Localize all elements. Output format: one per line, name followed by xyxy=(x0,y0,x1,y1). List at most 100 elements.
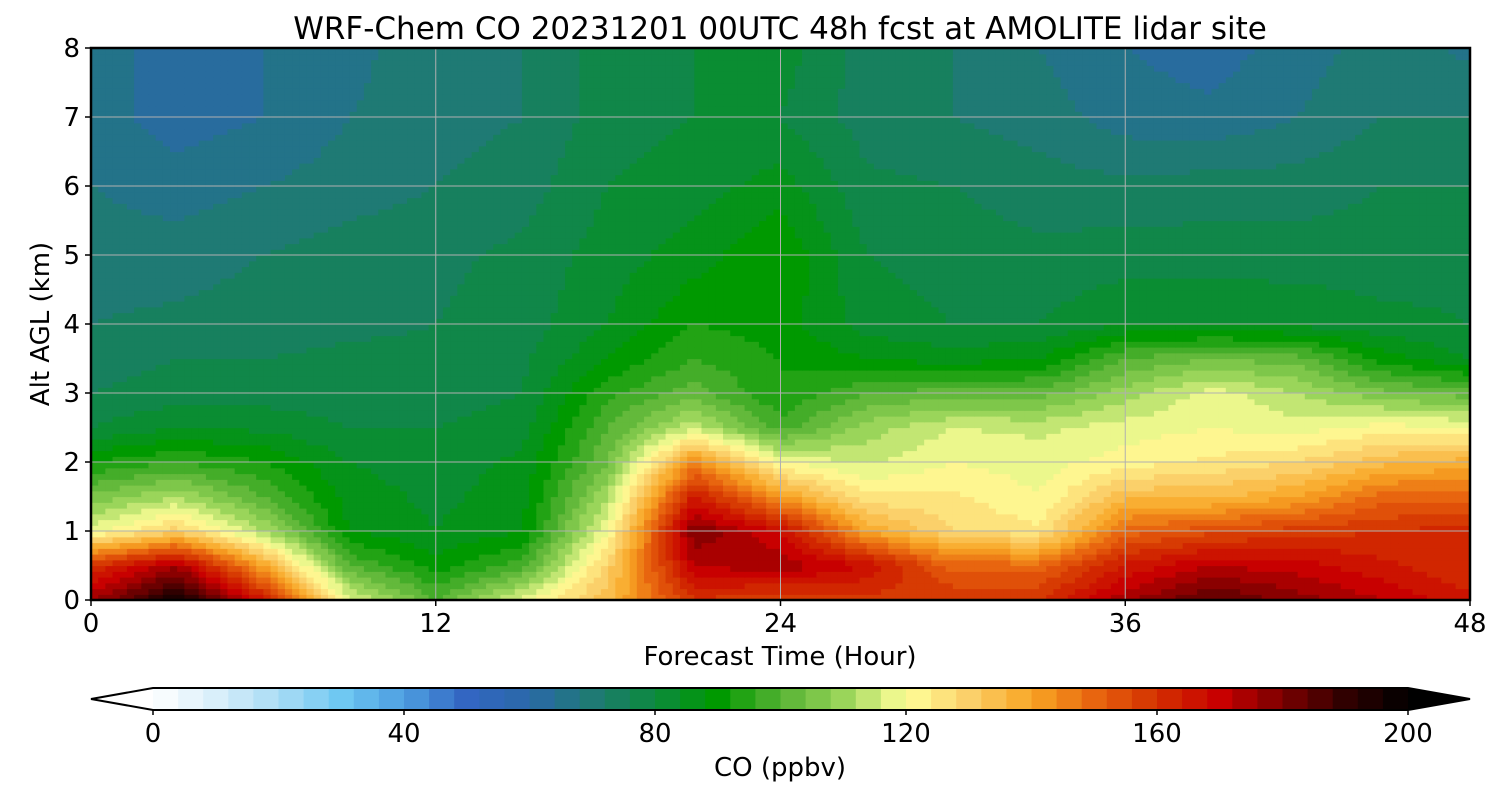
contour-cell xyxy=(679,473,688,480)
contour-cell xyxy=(227,525,236,532)
contour-cell xyxy=(766,571,774,578)
contour-cell xyxy=(1405,490,1414,498)
contour-cell xyxy=(1139,565,1148,572)
contour-cell xyxy=(557,485,566,492)
contour-cell xyxy=(758,594,767,600)
contour-cell xyxy=(1182,450,1191,457)
contour-cell xyxy=(1010,588,1019,595)
contour-cell xyxy=(256,485,264,492)
contour-cell xyxy=(1211,559,1220,567)
contour-cell xyxy=(679,496,688,503)
contour-cell xyxy=(141,502,150,509)
contour-cell xyxy=(845,508,853,515)
contour-cell xyxy=(1175,588,1184,595)
contour-cell xyxy=(988,502,997,509)
contour-cell xyxy=(126,559,135,567)
contour-cell xyxy=(356,582,365,590)
contour-cell xyxy=(328,577,336,584)
contour-cell xyxy=(399,571,408,578)
contour-cell xyxy=(1089,565,1098,572)
contour-cell xyxy=(155,519,164,526)
contour-cell xyxy=(1398,479,1406,486)
contour-cell xyxy=(766,582,774,590)
contour-cell xyxy=(1232,450,1241,457)
contour-cell xyxy=(773,467,782,475)
contour-cell xyxy=(866,519,875,526)
contour-cell xyxy=(1175,582,1184,590)
contour-cell xyxy=(162,502,171,509)
contour-cell xyxy=(306,467,315,475)
contour-cell xyxy=(234,450,243,457)
contour-cell xyxy=(478,536,487,544)
contour-cell xyxy=(1110,490,1119,498)
contour-cell xyxy=(1218,542,1227,549)
contour-cell xyxy=(600,496,609,503)
contour-cell xyxy=(837,450,846,457)
contour-cell xyxy=(837,542,846,549)
contour-cell xyxy=(241,462,250,469)
contour-cell xyxy=(1426,554,1435,561)
contour-cell xyxy=(744,554,753,561)
contour-cell xyxy=(1362,594,1371,600)
contour-cell xyxy=(1333,577,1342,584)
contour-cell xyxy=(399,577,408,584)
contour-cell xyxy=(478,594,487,600)
contour-cell xyxy=(126,496,135,503)
contour-cell xyxy=(435,594,444,600)
contour-cell xyxy=(227,462,236,469)
contour-cell xyxy=(1031,554,1040,561)
contour-cell xyxy=(421,485,430,492)
contour-cell xyxy=(148,525,157,532)
contour-cell xyxy=(198,559,207,567)
contour-cell xyxy=(507,519,516,526)
contour-cell xyxy=(1132,479,1141,486)
contour-cell xyxy=(134,582,142,590)
contour-cell xyxy=(895,594,904,600)
contour-cell xyxy=(277,450,286,457)
contour-cell xyxy=(184,490,193,498)
contour-cell xyxy=(414,508,422,515)
contour-cell xyxy=(1017,496,1026,503)
contour-cell xyxy=(586,467,595,475)
contour-cell xyxy=(787,577,796,584)
contour-cell xyxy=(995,588,1004,595)
contour-cell xyxy=(493,519,501,526)
contour-cell xyxy=(335,490,343,498)
contour-cell xyxy=(1168,508,1177,515)
contour-cell xyxy=(794,577,803,584)
contour-cell xyxy=(672,582,681,590)
contour-cell xyxy=(837,594,846,600)
contour-cell xyxy=(1197,542,1205,549)
contour-cell xyxy=(981,594,990,600)
contour-cell xyxy=(320,490,329,498)
contour-cell xyxy=(536,462,545,469)
contour-cell xyxy=(636,542,645,549)
contour-cell xyxy=(249,577,257,584)
contour-cell xyxy=(1232,525,1241,532)
contour-cell xyxy=(457,473,466,480)
contour-cell xyxy=(1139,513,1148,521)
contour-cell xyxy=(1168,450,1177,457)
contour-cell xyxy=(945,479,954,486)
contour-cell xyxy=(529,594,537,600)
contour-cell xyxy=(974,548,983,555)
contour-cell xyxy=(1074,525,1083,532)
contour-cell xyxy=(730,462,738,469)
contour-cell xyxy=(220,485,229,492)
contour-cell xyxy=(213,473,221,480)
contour-cell xyxy=(284,513,293,521)
contour-cell xyxy=(737,467,746,475)
contour-cell xyxy=(119,490,128,498)
contour-cell xyxy=(98,577,106,584)
contour-cell xyxy=(895,565,904,572)
contour-cell xyxy=(313,502,322,509)
contour-cell xyxy=(162,479,171,486)
contour-cell xyxy=(220,496,229,503)
contour-cell xyxy=(550,536,559,544)
contour-cell xyxy=(328,462,336,469)
contour-cell xyxy=(960,588,968,595)
contour-cell xyxy=(1369,502,1378,509)
contour-cell xyxy=(924,519,932,526)
contour-cell xyxy=(1412,571,1421,578)
contour-cell xyxy=(385,502,394,509)
